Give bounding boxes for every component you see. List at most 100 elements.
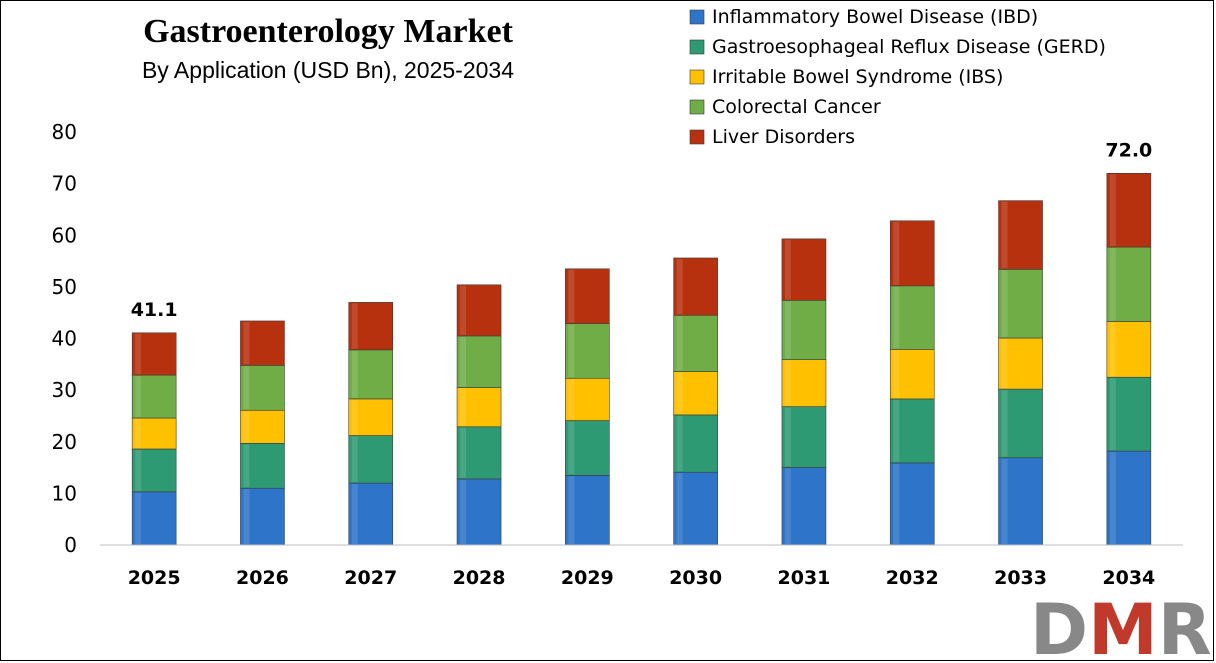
legend-swatch xyxy=(689,129,705,145)
bar-segment-highlight xyxy=(1001,458,1008,544)
y-tick-label: 30 xyxy=(52,378,77,402)
bar-segment xyxy=(673,371,718,416)
bar-segment xyxy=(348,435,394,484)
bar-segment-highlight xyxy=(676,473,683,544)
bar-segment-highlight xyxy=(676,372,683,414)
dmr-logo: DMR xyxy=(1030,589,1212,663)
bar-segment xyxy=(240,442,285,489)
bar-segment xyxy=(240,409,285,444)
bar-segment-highlight xyxy=(135,333,142,375)
bar-segment-highlight xyxy=(784,360,791,406)
dmr-logo-text: DMR xyxy=(1030,589,1212,663)
bar-segment xyxy=(781,359,827,407)
bar-segment xyxy=(456,387,502,428)
bar-segment-highlight xyxy=(1001,270,1008,337)
x-axis: 2025 2026 2027 2028 2029 2030 2031 2032 2033 2034 xyxy=(128,567,1156,589)
bar-segment-highlight xyxy=(676,415,683,472)
x-tick-label: 2028 xyxy=(453,567,506,589)
legend: Inflammatory Bowel Disease (IBD) Gastroes… xyxy=(689,6,1106,148)
y-tick-label: 40 xyxy=(52,327,77,351)
bar-segment xyxy=(889,285,935,350)
legend-label: Colorectal Cancer xyxy=(712,96,881,118)
bar-segment-highlight xyxy=(893,286,900,349)
bar-segment-highlight xyxy=(784,407,791,467)
bar-segment-highlight xyxy=(568,379,575,420)
bars xyxy=(131,173,1152,546)
chart-title: Gastroenterology Market xyxy=(143,13,513,50)
bar-segment-highlight xyxy=(351,399,358,435)
bar-segment-highlight xyxy=(893,463,900,544)
bar-segment-highlight xyxy=(351,350,358,398)
bar-segment xyxy=(240,365,285,411)
bar-segment xyxy=(348,349,394,400)
bar-segment xyxy=(1106,376,1152,452)
bar-segment-highlight xyxy=(135,492,142,544)
bar-segment xyxy=(240,487,285,546)
total-labels: 41.1 72.0 xyxy=(131,139,1153,321)
bar-segment xyxy=(781,299,827,360)
bar-segment-highlight xyxy=(1001,201,1008,269)
y-tick-label: 70 xyxy=(52,172,77,196)
bar-segment xyxy=(998,388,1043,459)
bar-segment-highlight xyxy=(1001,390,1008,457)
bar-segment xyxy=(240,320,285,366)
legend-swatch xyxy=(689,9,705,25)
bar-segment-highlight xyxy=(460,479,467,544)
bar-segment-highlight xyxy=(1109,452,1116,544)
bar-segment-highlight xyxy=(243,411,250,443)
x-tick-label: 2027 xyxy=(344,567,397,589)
bar-segment-highlight xyxy=(1109,174,1116,247)
bar-segment-highlight xyxy=(135,419,142,448)
bar-segment xyxy=(889,462,935,546)
bar-segment-highlight xyxy=(893,221,900,285)
x-tick-label: 2033 xyxy=(994,567,1047,589)
bar-segment xyxy=(673,257,718,316)
bar-segment xyxy=(565,420,610,476)
bar-segment xyxy=(889,349,935,400)
bar-segment xyxy=(673,314,718,372)
bar-segment xyxy=(998,269,1043,339)
y-tick-label: 0 xyxy=(64,533,77,557)
bar-segment xyxy=(889,220,935,287)
bar-segment xyxy=(1106,173,1152,248)
bar-segment xyxy=(565,323,610,379)
bar-segment xyxy=(1106,450,1152,546)
bar-segment-highlight xyxy=(784,301,791,359)
legend-swatch xyxy=(689,69,705,85)
legend-label: Liver Disorders xyxy=(712,126,855,148)
legend-swatch xyxy=(689,99,705,115)
bar-segment-highlight xyxy=(568,476,575,544)
bar-segment-highlight xyxy=(784,239,791,300)
x-tick-label: 2032 xyxy=(886,567,939,589)
bar-segment-highlight xyxy=(676,316,683,371)
bar-segment xyxy=(565,268,610,324)
y-tick-label: 50 xyxy=(52,275,77,299)
total-label: 72.0 xyxy=(1105,139,1152,161)
bar-segment-highlight xyxy=(460,336,467,387)
bar-segment-highlight xyxy=(568,421,575,475)
bar-segment-highlight xyxy=(351,303,358,349)
y-tick-label: 10 xyxy=(52,481,77,505)
logo-letter-m: M xyxy=(1088,589,1158,663)
bar-segment xyxy=(131,448,177,493)
x-tick-label: 2026 xyxy=(236,567,289,589)
bar-segment xyxy=(456,284,502,337)
bar-segment-highlight xyxy=(460,285,467,335)
x-tick-label: 2025 xyxy=(128,567,181,589)
bar-segment-highlight xyxy=(568,269,575,323)
bar-segment xyxy=(673,414,718,473)
bar-segment-highlight xyxy=(243,321,250,365)
bar-segment xyxy=(1106,321,1152,378)
logo-letter-d: D xyxy=(1030,589,1088,663)
bar-segment-highlight xyxy=(460,388,467,426)
total-label: 41.1 xyxy=(131,299,178,321)
bar-segment-highlight xyxy=(351,436,358,483)
bar-segment xyxy=(889,398,935,464)
y-tick-label: 60 xyxy=(52,223,77,247)
bar-segment-highlight xyxy=(1109,378,1116,451)
bar-segment xyxy=(998,337,1043,390)
bar-segment-highlight xyxy=(784,468,791,544)
legend-label: Irritable Bowel Syndrome (IBS) xyxy=(712,66,1003,88)
bar-segment-highlight xyxy=(676,258,683,315)
